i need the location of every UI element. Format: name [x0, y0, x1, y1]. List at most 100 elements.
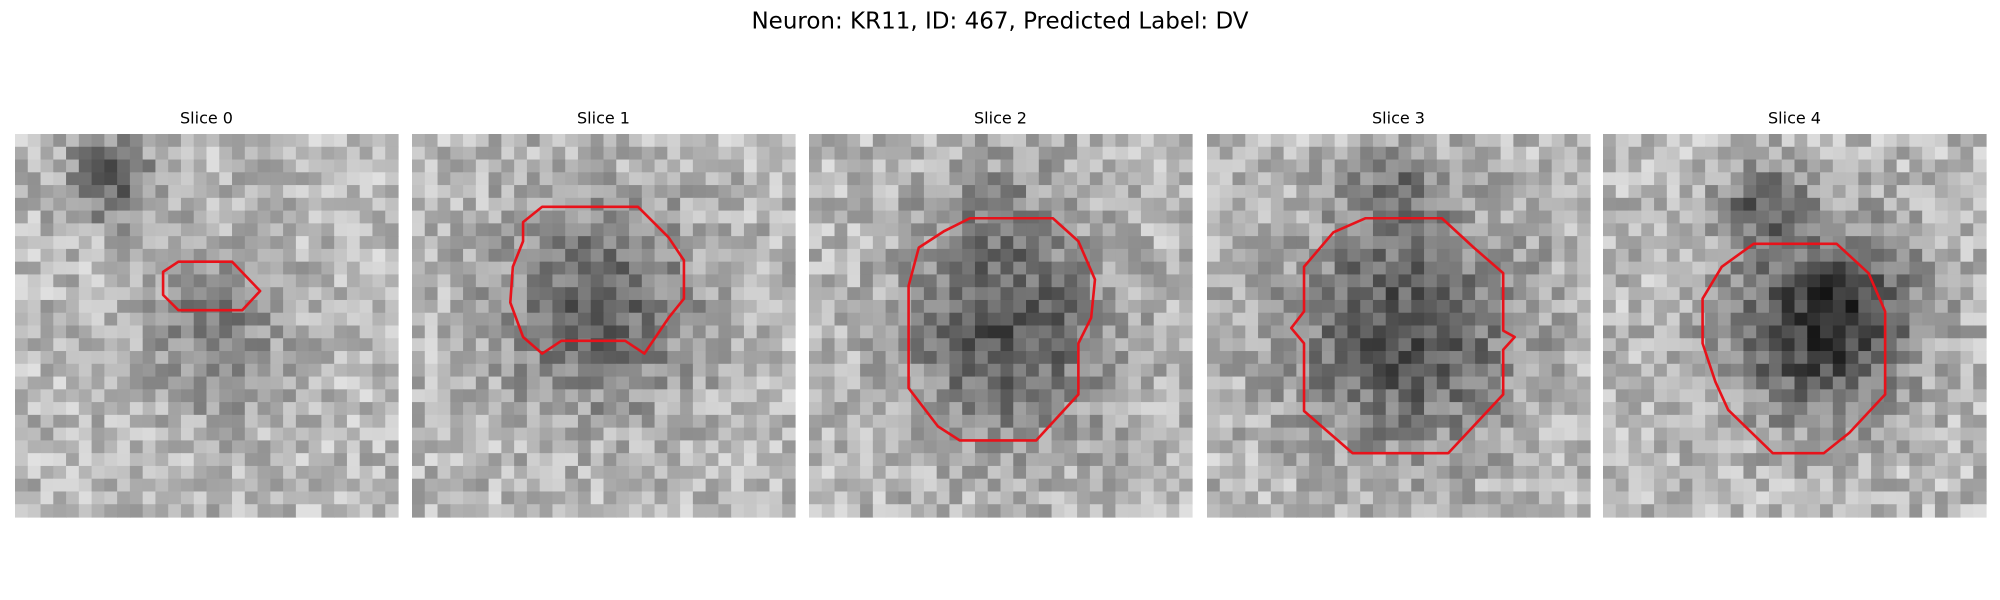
pixel [1102, 134, 1116, 148]
pixel [1372, 236, 1387, 250]
pixel [129, 376, 144, 390]
pixel [705, 504, 719, 518]
pixel [1219, 236, 1234, 250]
pixel [1692, 440, 1706, 454]
pixel [15, 146, 29, 161]
pixel [616, 376, 630, 390]
pixel [1538, 363, 1553, 378]
pixel [1000, 453, 1014, 467]
pixel [1679, 299, 1693, 314]
pixel [117, 146, 131, 161]
pixel [1500, 402, 1514, 416]
pixel [155, 402, 169, 416]
pixel [577, 312, 592, 327]
pixel [1372, 248, 1387, 263]
pixel [1960, 223, 1974, 237]
pixel [1551, 185, 1566, 199]
pixel [1730, 261, 1745, 276]
pixel [424, 299, 439, 314]
pixel [117, 274, 131, 288]
pixel [206, 223, 220, 237]
pixel [923, 299, 938, 314]
pixel [1487, 159, 1502, 173]
pixel [1232, 478, 1246, 493]
pixel [1615, 146, 1630, 161]
pixel [475, 223, 490, 237]
pixel [450, 427, 464, 441]
pixel [552, 351, 566, 365]
pixel [1896, 172, 1910, 186]
pixel [949, 146, 963, 161]
pixel [1666, 261, 1681, 276]
pixel [1692, 274, 1706, 288]
pixel [463, 312, 477, 327]
pixel [1858, 402, 1872, 416]
pixel [577, 274, 592, 288]
pixel [692, 236, 707, 250]
pixel [743, 236, 758, 250]
pixel [1628, 197, 1642, 212]
pixel [1128, 210, 1142, 224]
pixel [1207, 453, 1221, 467]
pixel [1883, 414, 1898, 429]
pixel [1679, 363, 1693, 378]
pixel [359, 223, 374, 237]
pixel [1871, 248, 1885, 263]
pixel [834, 159, 848, 173]
pixel [1153, 210, 1168, 224]
pixel [680, 210, 694, 224]
pixel [1934, 325, 1949, 339]
pixel [731, 210, 745, 224]
pixel [1411, 172, 1425, 186]
pixel [1781, 325, 1796, 339]
pixel [1115, 389, 1129, 403]
pixel [885, 197, 899, 212]
pixel [372, 210, 386, 224]
pixel [1000, 465, 1014, 480]
pixel [1705, 210, 1719, 224]
pixel [974, 351, 989, 365]
pixel [372, 402, 386, 416]
pixel [577, 376, 592, 390]
pixel [1768, 351, 1783, 365]
pixel [1385, 159, 1400, 173]
pixel [1947, 185, 1962, 199]
pixel [962, 261, 976, 276]
pixel [1705, 465, 1719, 480]
pixel [142, 427, 157, 441]
pixel [346, 325, 361, 339]
pixel [321, 236, 335, 250]
pixel [1089, 236, 1104, 250]
pixel [1245, 185, 1259, 199]
pixel [514, 427, 528, 441]
pixel [514, 159, 528, 173]
pixel [193, 223, 208, 237]
pixel [1449, 172, 1463, 186]
pixel [27, 210, 42, 224]
pixel [718, 402, 732, 416]
pixel [15, 453, 29, 467]
pixel [809, 453, 823, 467]
pixel [821, 338, 836, 352]
pixel [1960, 504, 1974, 518]
pixel [1013, 274, 1027, 288]
pixel [692, 338, 707, 352]
pixel [552, 210, 566, 224]
pixel [1922, 389, 1936, 403]
pixel [244, 351, 259, 365]
pixel [1283, 402, 1297, 416]
pixel [1089, 376, 1104, 390]
pixel [1768, 185, 1783, 199]
pixel [847, 261, 861, 276]
pixel [385, 261, 399, 276]
pixel [1462, 427, 1476, 441]
pixel [1347, 312, 1361, 327]
pixel [974, 134, 989, 148]
pixel [911, 210, 925, 224]
pixel [168, 185, 182, 199]
pixel [590, 134, 605, 148]
pixel [718, 453, 732, 467]
pixel [692, 312, 707, 327]
pixel [1424, 427, 1438, 441]
pixel [1475, 287, 1489, 301]
